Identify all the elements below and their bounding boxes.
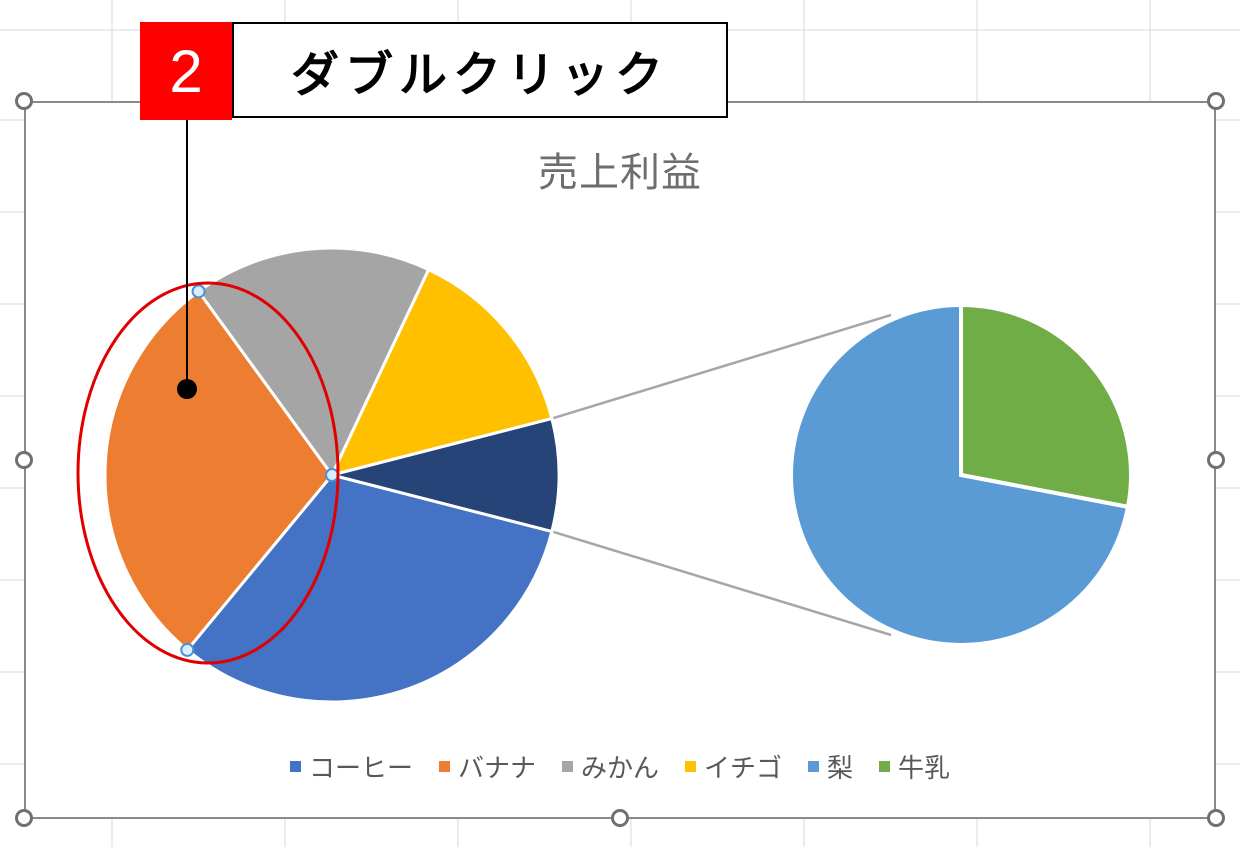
legend-swatch: [808, 761, 820, 772]
legend-label: 牛乳: [898, 754, 951, 784]
main-pie-slice-3[interactable]: [329, 267, 554, 478]
main-pie-slice-0[interactable]: [185, 473, 554, 704]
secondary-pie-slice-0[interactable]: [959, 302, 1133, 510]
legend-item-1[interactable]: バナナ: [438, 748, 536, 785]
legend-label: 梨: [827, 754, 854, 784]
chart-legend[interactable]: コーヒー バナナ みかん イチゴ 梨 牛乳: [0, 748, 1240, 785]
highlight-ellipse: [76, 281, 340, 665]
slice-selection-handle-1[interactable]: [180, 642, 195, 657]
secondary-pie-slice-1[interactable]: [789, 302, 1131, 647]
legend-swatch: [685, 761, 696, 772]
legend-label: イチゴ: [704, 754, 783, 784]
resize-handle-right[interactable]: [1207, 451, 1225, 469]
legend-label: コーヒー: [308, 754, 413, 784]
legend-item-2[interactable]: みかん: [561, 748, 659, 785]
resize-handle-top-right[interactable]: [1207, 92, 1225, 110]
legend-label: バナナ: [457, 754, 536, 784]
legend-swatch: [879, 761, 891, 772]
resize-handle-bottom[interactable]: [611, 809, 629, 827]
legend-swatch: [289, 761, 301, 772]
legend-item-3[interactable]: イチゴ: [685, 748, 782, 785]
slice-selection-handle-0[interactable]: [325, 468, 339, 482]
resize-handle-left[interactable]: [15, 451, 33, 469]
legend-swatch: [561, 761, 573, 772]
resize-handle-bottom-left[interactable]: [15, 809, 33, 827]
legend-swatch: [438, 761, 450, 772]
connector-line-bottom: [551, 530, 892, 637]
legend-item-5[interactable]: 牛乳: [879, 748, 950, 785]
step-number-badge: 2: [140, 22, 232, 120]
resize-handle-top-left[interactable]: [15, 92, 33, 110]
connector-line-top: [551, 313, 892, 420]
chart-title[interactable]: 売上利益: [538, 150, 702, 196]
main-pie-slice-4[interactable]: [331, 416, 561, 534]
legend-item-0[interactable]: コーヒー: [289, 748, 413, 785]
legend-item-4[interactable]: 梨: [808, 748, 853, 785]
callout-line: [186, 120, 188, 388]
resize-handle-bottom-right[interactable]: [1207, 809, 1225, 827]
step-instruction-label: ダブルクリック: [232, 22, 728, 118]
main-pie-slice-1[interactable]: [103, 289, 334, 653]
legend-label: みかん: [580, 754, 659, 784]
slice-selection-handle-2[interactable]: [191, 284, 206, 299]
callout-dot: [177, 379, 197, 399]
